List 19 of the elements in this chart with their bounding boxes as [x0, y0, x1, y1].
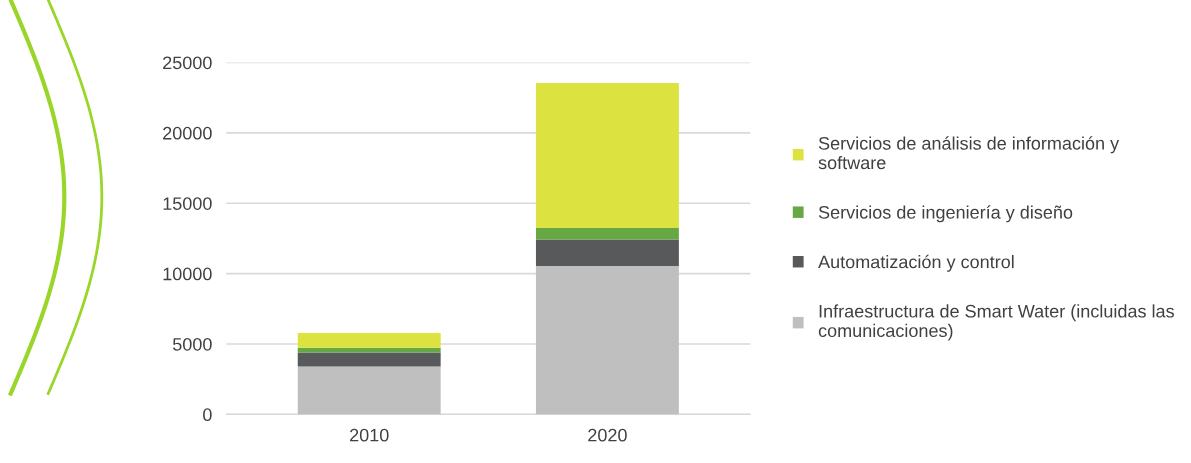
y-tick-label: 10000 — [163, 267, 212, 281]
bar — [535, 228, 679, 240]
bar — [297, 366, 441, 415]
y-tick-label: 15000 — [163, 197, 212, 210]
bar — [535, 82, 679, 229]
bar — [535, 265, 679, 415]
y-tick-label: 25000 — [163, 56, 212, 70]
y-tick-label: 5000 — [172, 337, 212, 351]
legend-label: Servicios de ingeniería y diseño — [818, 205, 1073, 223]
legend-label: Servicios de análisis de información y software — [818, 136, 1120, 170]
y-tick-label: 0 — [203, 408, 212, 422]
x-tick-label: 2010 — [350, 428, 389, 442]
bar — [535, 239, 679, 266]
bar — [297, 332, 441, 348]
x-tick-label: 2020 — [588, 428, 627, 442]
y-tick-label: 20000 — [163, 126, 212, 140]
legend-label: Automatización y control — [818, 254, 1014, 272]
bar — [297, 352, 441, 367]
legend-label: Infraestructura de Smart Water (incluidas las comunicaciones) — [818, 304, 1174, 341]
